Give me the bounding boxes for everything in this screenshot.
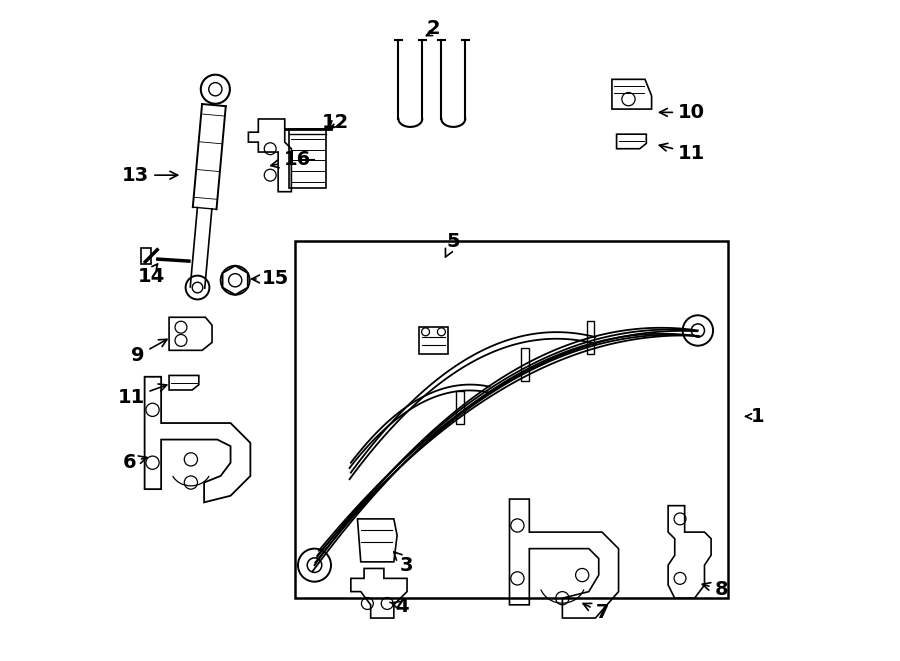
Text: 3: 3 [394, 552, 414, 574]
Text: 8: 8 [702, 580, 728, 599]
Bar [290, 129, 327, 188]
Text: 6: 6 [122, 453, 147, 472]
Text: 4: 4 [390, 597, 409, 615]
Text: 15: 15 [252, 270, 289, 288]
Text: 10: 10 [660, 103, 705, 122]
Bar [521, 348, 529, 381]
Text: 14: 14 [138, 267, 165, 286]
Bar [587, 321, 594, 354]
Text: 9: 9 [131, 339, 167, 365]
Text: 1: 1 [751, 407, 764, 426]
Bar [141, 248, 150, 264]
Text: 2: 2 [427, 19, 440, 38]
Text: 12: 12 [322, 113, 349, 132]
Text: 5: 5 [446, 232, 460, 257]
Bar [456, 391, 464, 424]
Text: 13: 13 [122, 166, 177, 184]
Text: 7: 7 [583, 603, 609, 622]
Bar [294, 241, 727, 598]
Text: 16: 16 [271, 151, 310, 169]
Bar [418, 327, 448, 354]
Text: 11: 11 [660, 143, 706, 163]
Text: 11: 11 [117, 384, 166, 407]
